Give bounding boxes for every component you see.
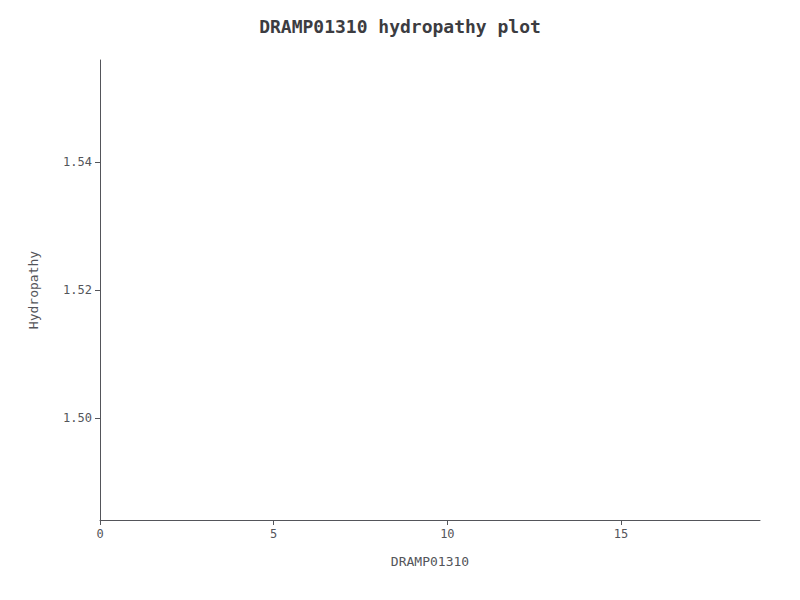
svg-text:DRAMP01310: DRAMP01310 [391, 554, 469, 569]
svg-text:1.50: 1.50 [63, 411, 92, 425]
svg-text:1.54: 1.54 [63, 155, 92, 169]
svg-text:1.52: 1.52 [63, 283, 92, 297]
svg-text:Hydropathy: Hydropathy [26, 251, 41, 329]
svg-text:DRAMP01310 hydropathy plot: DRAMP01310 hydropathy plot [259, 16, 541, 37]
svg-text:5: 5 [270, 527, 277, 541]
svg-text:0: 0 [96, 527, 103, 541]
svg-text:15: 15 [614, 527, 628, 541]
svg-text:10: 10 [440, 527, 454, 541]
